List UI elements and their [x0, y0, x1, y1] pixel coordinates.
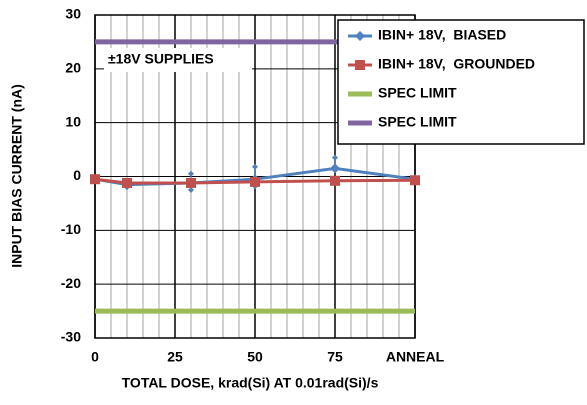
marker: [330, 175, 340, 186]
y-tick-label: 30: [65, 6, 81, 22]
y-tick-label: 0: [73, 167, 81, 183]
y-tick-label: -10: [61, 221, 81, 237]
y-tick-label: 20: [65, 60, 81, 76]
legend-box: [337, 19, 585, 145]
marker: [90, 174, 100, 185]
legend-label: IBIN+ 18V, BIASED: [378, 27, 506, 43]
legend-marker: [355, 60, 365, 70]
range-marker: [188, 170, 194, 177]
marker: [410, 175, 420, 186]
range-marker: [188, 186, 194, 193]
legend-marker: [355, 31, 365, 41]
annotation: ±18V SUPPLIES: [108, 51, 214, 67]
annotation-box: [104, 48, 252, 72]
legend-label: IBIN+ 18V, GROUNDED: [378, 56, 535, 72]
marker: [186, 177, 196, 188]
x-axis-title: TOTAL DOSE, krad(Si) AT 0.01rad(Si)/s: [122, 375, 379, 391]
y-tick-label: -30: [61, 329, 81, 345]
x-tick-label: 25: [167, 349, 183, 365]
x-tick-label: 75: [327, 349, 343, 365]
x-tick-label: 50: [247, 349, 263, 365]
legend-label: SPEC LIMIT: [378, 85, 457, 101]
y-tick-label: 10: [65, 113, 81, 129]
series-line: [94, 177, 416, 185]
legend-label: SPEC LIMIT: [378, 114, 457, 130]
marker: [330, 163, 340, 174]
range-marker: [252, 163, 258, 170]
y-tick-label: -20: [61, 275, 81, 291]
x-tick-label: 0: [91, 349, 99, 365]
marker: [250, 176, 260, 187]
x-tick-label: ANNEAL: [386, 349, 445, 365]
range-marker: [332, 154, 338, 161]
y-axis-title: INPUT BIAS CURRENT (nA): [9, 84, 25, 268]
marker: [122, 177, 132, 188]
